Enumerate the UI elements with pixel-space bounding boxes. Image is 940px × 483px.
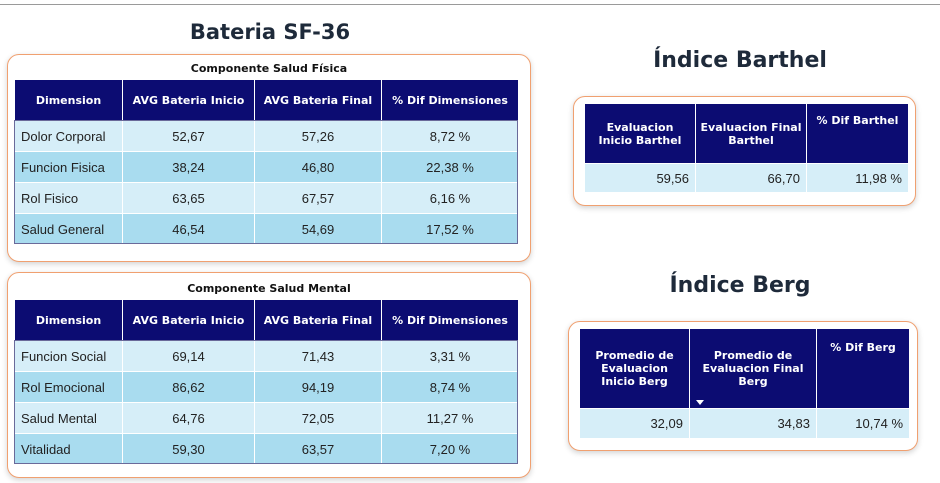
table-row[interactable]: Rol Fisico 63,65 67,57 6,16 % xyxy=(14,182,519,214)
table-row[interactable]: Rol Emocional 86,62 94,19 8,74 % xyxy=(14,371,519,403)
dimension-cell: Rol Fisico xyxy=(14,182,123,214)
col-header-avg-inicio[interactable]: AVG Bateria Inicio xyxy=(122,79,255,121)
col-header-avg-inicio[interactable]: AVG Bateria Inicio xyxy=(122,299,255,341)
col-header-barthel-dif[interactable]: % Dif Barthel xyxy=(806,103,909,164)
physical-component-table: Dimension AVG Bateria Inicio AVG Bateria… xyxy=(14,79,519,245)
avg-inicio-cell: 38,24 xyxy=(122,151,255,183)
col-header-avg-final[interactable]: AVG Bateria Final xyxy=(254,299,382,341)
col-header-berg-dif[interactable]: % Dif Berg xyxy=(816,328,910,409)
berg-dif-value: 10,74 % xyxy=(816,408,910,439)
physical-component-card: Componente Salud Física Dimension AVG Ba… xyxy=(7,54,531,262)
dif-cell: 17,52 % xyxy=(381,213,519,245)
avg-inicio-cell: 59,30 xyxy=(122,433,255,465)
avg-inicio-cell: 52,67 xyxy=(122,120,255,152)
barthel-title: Índice Barthel xyxy=(653,48,827,73)
barthel-final-value: 66,70 xyxy=(695,163,807,193)
barthel-inicio-value: 59,56 xyxy=(584,163,696,193)
dimension-cell: Dolor Corporal xyxy=(14,120,123,152)
dimension-cell: Salud General xyxy=(14,213,123,245)
table-row[interactable]: Salud General 46,54 54,69 17,52 % xyxy=(14,213,519,245)
col-header-dimension[interactable]: Dimension xyxy=(14,79,123,121)
mental-component-table: Dimension AVG Bateria Inicio AVG Bateria… xyxy=(14,299,519,465)
dimension-cell: Rol Emocional xyxy=(14,371,123,403)
col-header-dimension[interactable]: Dimension xyxy=(14,299,123,341)
col-header-dif[interactable]: % Dif Dimensiones xyxy=(381,299,519,341)
avg-inicio-cell: 69,14 xyxy=(122,340,255,372)
physical-component-title: Componente Salud Física xyxy=(190,62,348,75)
dif-cell: 22,38 % xyxy=(381,151,519,183)
top-divider xyxy=(0,4,940,5)
dif-cell: 8,72 % xyxy=(381,120,519,152)
avg-final-cell: 71,43 xyxy=(254,340,382,372)
barthel-card: Evaluacion Inicio Barthel Evaluacion Fin… xyxy=(573,96,916,206)
mental-component-title: Componente Salud Mental xyxy=(187,282,351,295)
table-row[interactable]: 32,09 34,83 10,74 % xyxy=(579,408,910,439)
avg-final-cell: 67,57 xyxy=(254,182,382,214)
dimension-cell: Salud Mental xyxy=(14,402,123,434)
avg-final-cell: 72,05 xyxy=(254,402,382,434)
avg-final-cell: 54,69 xyxy=(254,213,382,245)
col-header-berg-final[interactable]: Promedio de Evaluacion Final Berg xyxy=(689,328,817,409)
table-row[interactable]: Funcion Social 69,14 71,43 3,31 % xyxy=(14,340,519,372)
berg-inicio-value: 32,09 xyxy=(579,408,690,439)
berg-title: Índice Berg xyxy=(669,273,811,298)
dif-cell: 3,31 % xyxy=(381,340,519,372)
sf36-title: Bateria SF-36 xyxy=(189,20,351,44)
barthel-dif-value: 11,98 % xyxy=(806,163,909,193)
dimension-cell: Funcion Social xyxy=(14,340,123,372)
avg-inicio-cell: 46,54 xyxy=(122,213,255,245)
dif-cell: 11,27 % xyxy=(381,402,519,434)
mental-component-card: Componente Salud Mental Dimension AVG Ba… xyxy=(7,272,531,478)
avg-inicio-cell: 86,62 xyxy=(122,371,255,403)
sort-down-icon[interactable] xyxy=(696,400,704,405)
avg-final-cell: 57,26 xyxy=(254,120,382,152)
dif-cell: 7,20 % xyxy=(381,433,519,465)
dimension-cell: Vitalidad xyxy=(14,433,123,465)
table-row[interactable]: Dolor Corporal 52,67 57,26 8,72 % xyxy=(14,120,519,152)
dimension-cell: Funcion Fisica xyxy=(14,151,123,183)
berg-card: Promedio de Evaluacion Inicio Berg Prome… xyxy=(568,321,918,451)
avg-final-cell: 46,80 xyxy=(254,151,382,183)
table-row[interactable]: Funcion Fisica 38,24 46,80 22,38 % xyxy=(14,151,519,183)
avg-final-cell: 94,19 xyxy=(254,371,382,403)
col-header-barthel-final[interactable]: Evaluacion Final Barthel xyxy=(695,103,807,164)
dif-cell: 8,74 % xyxy=(381,371,519,403)
table-row[interactable]: Salud Mental 64,76 72,05 11,27 % xyxy=(14,402,519,434)
avg-inicio-cell: 63,65 xyxy=(122,182,255,214)
barthel-table: Evaluacion Inicio Barthel Evaluacion Fin… xyxy=(584,103,909,193)
col-header-berg-final-label: Promedio de Evaluacion Final Berg xyxy=(702,349,804,388)
berg-table: Promedio de Evaluacion Inicio Berg Prome… xyxy=(579,328,910,439)
table-row[interactable]: 59,56 66,70 11,98 % xyxy=(584,163,909,193)
col-header-barthel-inicio[interactable]: Evaluacion Inicio Barthel xyxy=(584,103,696,164)
avg-final-cell: 63,57 xyxy=(254,433,382,465)
col-header-dif[interactable]: % Dif Dimensiones xyxy=(381,79,519,121)
avg-inicio-cell: 64,76 xyxy=(122,402,255,434)
col-header-avg-final[interactable]: AVG Bateria Final xyxy=(254,79,382,121)
table-row[interactable]: Vitalidad 59,30 63,57 7,20 % xyxy=(14,433,519,465)
dif-cell: 6,16 % xyxy=(381,182,519,214)
col-header-berg-inicio[interactable]: Promedio de Evaluacion Inicio Berg xyxy=(579,328,690,409)
berg-final-value: 34,83 xyxy=(689,408,817,439)
